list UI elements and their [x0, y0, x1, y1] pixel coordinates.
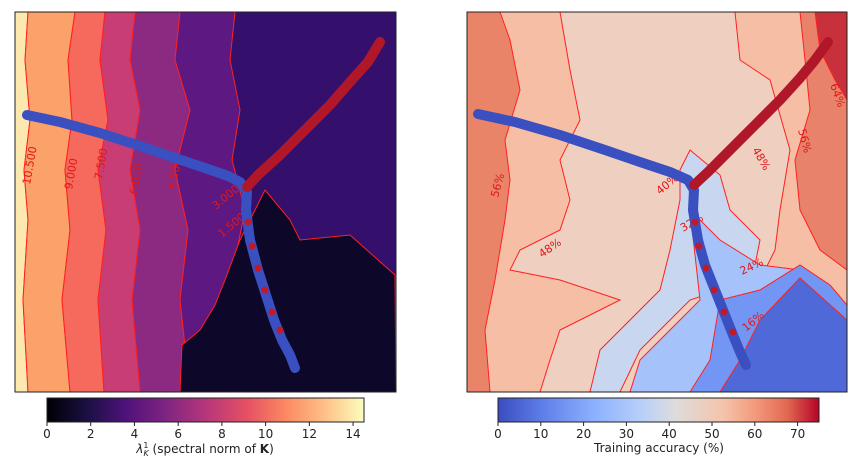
trajectory-markers — [244, 218, 284, 334]
colorbar-tick-label: 20 — [576, 427, 591, 441]
colorbar-tick-label: 10 — [533, 427, 548, 441]
colorbar-tick-label: 2 — [87, 427, 95, 441]
trajectory-red — [689, 37, 833, 190]
left-contour-panel — [15, 12, 396, 392]
colorbar-tick-label: 70 — [790, 427, 805, 441]
contour-label: 6.000 — [127, 162, 145, 195]
colorbar-tick-label: 60 — [747, 427, 762, 441]
left-colorbar-gradient — [46, 397, 365, 423]
trajectory-markers — [691, 218, 737, 336]
colorbar-tick-label: 12 — [302, 427, 317, 441]
band-40 — [589, 149, 761, 392]
contour-label: 9.000 — [62, 157, 80, 190]
colorbar-tick-label: 0 — [43, 427, 51, 441]
band-1.5 — [179, 189, 396, 392]
left-trajectories — [22, 37, 385, 373]
colorbar-tick-label: 50 — [704, 427, 719, 441]
colorbar-tick-label: 4 — [131, 427, 139, 441]
right-colorbar-gradient — [497, 397, 820, 423]
left-plot-frame — [14, 11, 397, 393]
left-colorbar-label: λ1 K (spectral norm of K) — [135, 441, 274, 458]
contour-label: 7.500 — [92, 147, 110, 180]
right-plot-frame — [466, 11, 848, 393]
colorbar-tick-label: 6 — [174, 427, 182, 441]
left-colorbar: 0 2 4 6 8 10 12 14 λ1 K (spectral norm of K) — [43, 397, 365, 458]
trajectory-blue — [473, 109, 751, 370]
contour-label: 56% — [795, 127, 814, 154]
right-colorbar-ticks: 0 10 20 30 40 50 60 70 — [494, 422, 805, 441]
band-64 — [814, 12, 847, 101]
right-trajectories — [473, 37, 833, 370]
trajectory-red — [242, 37, 385, 192]
colorbar-tick-label: 10 — [258, 427, 273, 441]
left-colorbar-ticks: 0 2 4 6 8 10 12 14 — [43, 422, 361, 441]
colorbar-tick-label: 40 — [662, 427, 677, 441]
colorbar-tick-label: 0 — [494, 427, 502, 441]
right-colorbar-label: Training accuracy (%) — [593, 441, 724, 455]
band-56-left — [467, 12, 521, 392]
colorbar-tick-label: 8 — [218, 427, 226, 441]
colorbar-tick-label: 30 — [619, 427, 634, 441]
contour-label: 56% — [488, 172, 507, 199]
colorbar-tick-label: 14 — [345, 427, 360, 441]
right-contour-panel — [467, 12, 847, 392]
right-colorbar: 0 10 20 30 40 50 60 70 Training accuracy (%) — [494, 397, 820, 455]
